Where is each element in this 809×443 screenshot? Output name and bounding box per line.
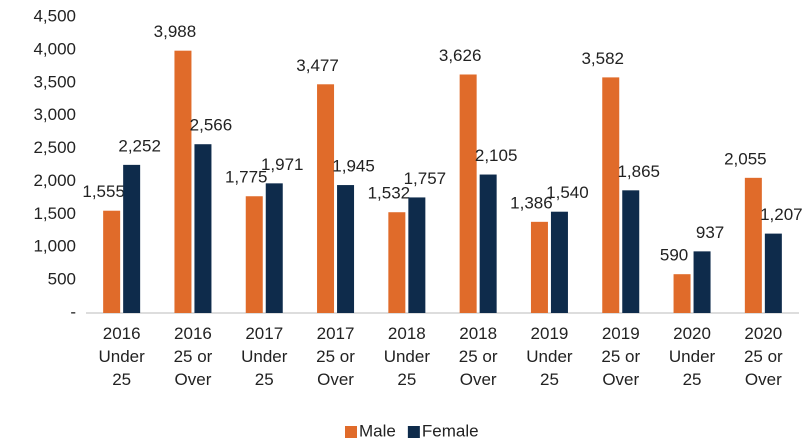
x-tick-line: 25 or: [459, 347, 498, 366]
bar: [123, 164, 141, 313]
legend-label: Female: [422, 421, 479, 440]
value-label: 2,055: [724, 149, 767, 168]
x-tick-line: Under: [241, 347, 288, 366]
bar: [265, 183, 283, 313]
bar: [693, 251, 711, 313]
legend-swatch: [407, 426, 420, 438]
x-tick-line: 25: [397, 370, 416, 389]
x-tick-line: Over: [317, 370, 354, 389]
bar: [764, 233, 782, 313]
x-tick-line: 2020: [744, 324, 782, 343]
x-tick-label: 2017 25 or Over: [316, 324, 355, 389]
x-tick-label: 2019 25 or Over: [601, 324, 640, 389]
value-label: 3,626: [439, 46, 482, 65]
x-tick-line: 25: [683, 370, 702, 389]
value-label: 1,555: [82, 182, 125, 201]
x-tick-line: 25 or: [744, 347, 783, 366]
x-tick-line: Under: [384, 347, 431, 366]
x-tick-label: 2020 25 or Over: [744, 324, 783, 389]
x-tick-line: Over: [602, 370, 639, 389]
x-tick-label: 2018 25 or Over: [459, 324, 498, 389]
x-tick-line: 2017: [317, 324, 355, 343]
x-tick-line: 25 or: [174, 347, 213, 366]
x-tick-line: 25: [255, 370, 274, 389]
bar: [337, 185, 355, 313]
value-label: 1,865: [617, 162, 660, 181]
bar: [317, 84, 335, 313]
value-label: 1,532: [368, 184, 411, 203]
bar: [245, 196, 263, 313]
x-tick-line: 2020: [673, 324, 711, 343]
legend-label: Male: [359, 421, 396, 440]
bar: [744, 177, 762, 313]
value-label: 1,945: [332, 157, 375, 176]
x-tick-line: 2018: [459, 324, 497, 343]
bar: [408, 197, 426, 313]
bar: [602, 77, 620, 313]
x-tick-line: 25 or: [601, 347, 640, 366]
value-label: 2,566: [190, 116, 233, 135]
x-tick-line: Under: [98, 347, 145, 366]
value-label: 2,252: [118, 136, 161, 155]
value-label: 1,757: [404, 169, 447, 188]
y-tick-label: 4,000: [33, 39, 76, 58]
x-tick-line: 2017: [245, 324, 283, 343]
bar: [550, 211, 568, 313]
x-tick-line: 2019: [531, 324, 569, 343]
value-label: 3,582: [581, 49, 624, 68]
value-label: 1,386: [510, 193, 553, 212]
x-tick-label: 2017 Under 25: [241, 324, 288, 389]
x-tick-line: 2018: [388, 324, 426, 343]
x-tick-line: Over: [745, 370, 782, 389]
bar: [673, 274, 691, 313]
y-tick-label: 1,000: [33, 237, 76, 256]
bar: [622, 190, 640, 313]
y-tick-label: 2,500: [33, 138, 76, 157]
y-tick-label: -: [70, 302, 76, 321]
y-tick-label: 3,500: [33, 72, 76, 91]
bar: [103, 210, 121, 313]
value-label: 590: [660, 246, 688, 265]
x-tick-line: 2019: [602, 324, 640, 343]
bar: [388, 212, 406, 313]
x-tick-line: 25: [540, 370, 559, 389]
value-label: 3,988: [154, 22, 197, 41]
y-tick-label: 4,500: [33, 6, 76, 25]
bar: [459, 74, 477, 313]
y-tick-label: 2,000: [33, 171, 76, 190]
x-tick-line: 25: [112, 370, 131, 389]
value-label: 1,207: [760, 205, 803, 224]
x-tick-label: 2016 Under 25: [98, 324, 145, 389]
value-label: 2,105: [475, 146, 518, 165]
bar: [479, 174, 497, 313]
value-label: 1,540: [546, 183, 589, 202]
x-tick-line: Under: [669, 347, 716, 366]
x-tick-label: 2018 Under 25: [384, 324, 431, 389]
x-tick-line: 25 or: [316, 347, 355, 366]
value-label: 1,775: [225, 168, 268, 187]
bar: [194, 144, 212, 313]
value-label: 1,971: [261, 155, 304, 174]
x-tick-line: Over: [175, 370, 212, 389]
value-label: 3,477: [296, 56, 339, 75]
x-tick-line: Under: [526, 347, 573, 366]
x-tick-line: 2016: [174, 324, 212, 343]
x-tick-label: 2020 Under 25: [669, 324, 716, 389]
y-tick-label: 500: [48, 270, 76, 289]
x-tick-line: Over: [460, 370, 497, 389]
x-tick-label: 2019 Under 25: [526, 324, 573, 389]
legend-swatch: [345, 426, 357, 438]
value-label: 937: [696, 223, 724, 242]
x-tick-label: 2016 25 or Over: [174, 324, 213, 389]
bar: [174, 50, 192, 313]
x-tick-line: 2016: [103, 324, 141, 343]
y-tick-label: 1,500: [33, 204, 76, 223]
bar: [530, 221, 548, 313]
y-tick-label: 3,000: [33, 105, 76, 124]
